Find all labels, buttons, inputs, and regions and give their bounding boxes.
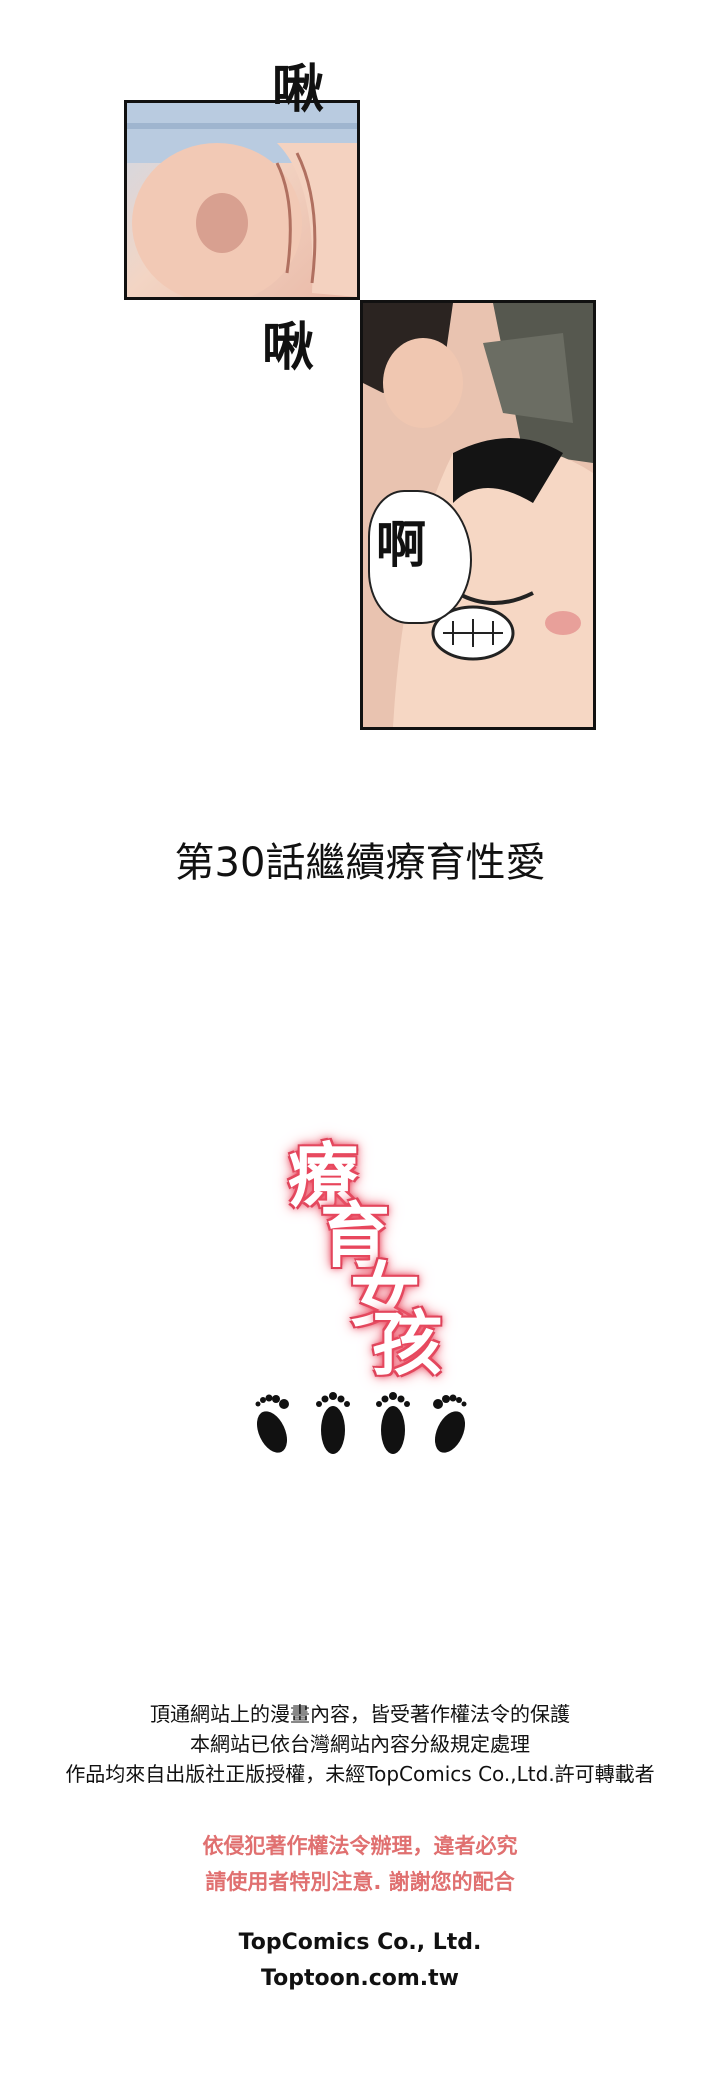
footprint-icon: [255, 1394, 289, 1453]
brand-company: TopComics Co., Ltd.: [238, 1930, 482, 1955]
brand-site: Toptoon.com.tw: [261, 1966, 459, 1991]
chapter-title: 第30話繼續療育性愛: [174, 840, 546, 886]
kiss-illustration: [127, 103, 357, 297]
series-logo-char-1: 療: [288, 1135, 358, 1217]
comic-panel-kiss: [124, 100, 360, 300]
copyright-line-1: 頂通網站上的漫畫內容，皆受著作權法令的保護: [150, 1702, 570, 1726]
speech-bubble-text: 啊: [376, 516, 426, 574]
sound-effect-kiss-top: 啾: [272, 60, 325, 120]
footprint-icon: [433, 1394, 467, 1453]
sound-effect-kiss-middle: 啾: [262, 318, 315, 378]
series-logo-char-3: 女: [350, 1255, 420, 1337]
copyright-line-2: 本網站已依台灣網站內容分級規定處理: [190, 1732, 530, 1756]
footprint-icon: [316, 1392, 350, 1454]
warning-line-2: 請使用者特別注意. 謝謝您的配合: [205, 1870, 515, 1894]
series-logo-char-2: 育: [320, 1195, 390, 1277]
speech-bubble: [368, 490, 472, 624]
series-logo-char-4: 孩: [372, 1303, 442, 1385]
footprint-icon: [376, 1392, 410, 1454]
warning-line-1: 依侵犯著作權法令辦理，違者必究: [202, 1834, 518, 1858]
couple-illustration: [363, 303, 593, 727]
copyright-line-3: 作品均來自出版社正版授權，未經TopComics Co.,Ltd.許可轉載者: [65, 1762, 655, 1786]
